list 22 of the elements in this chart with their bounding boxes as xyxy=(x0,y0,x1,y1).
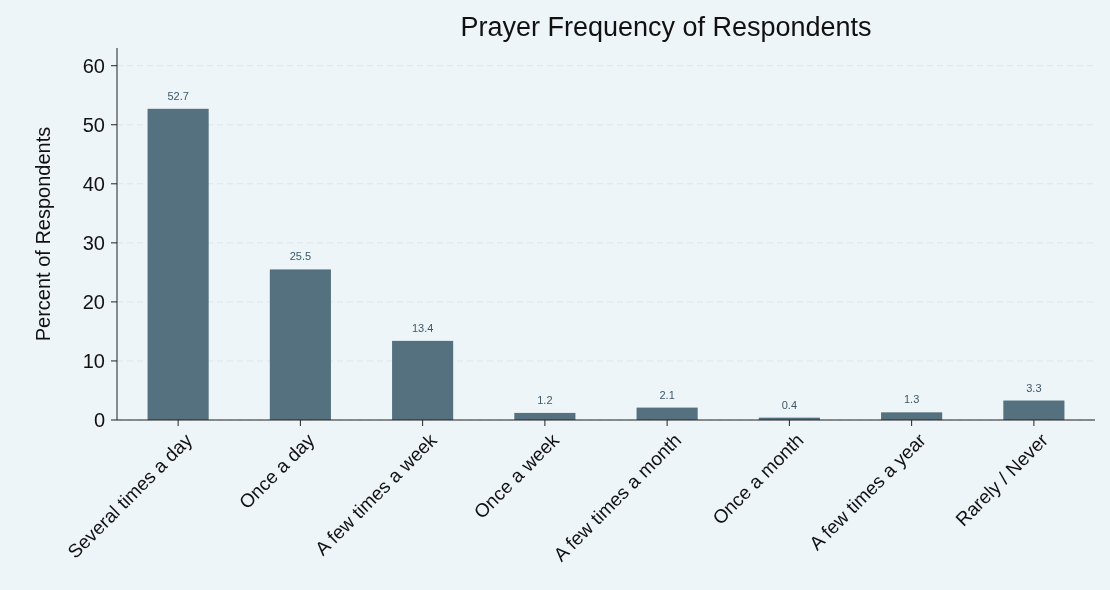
y-tick-label: 30 xyxy=(82,231,105,254)
data-label: 1.3 xyxy=(903,393,920,406)
bar xyxy=(392,340,454,420)
data-label: 0.4 xyxy=(781,398,798,411)
bar xyxy=(881,412,943,420)
y-axis-title: Percent of Respondents xyxy=(32,126,54,342)
data-label: 13.4 xyxy=(411,321,434,334)
data-label: 3.3 xyxy=(1026,381,1042,394)
data-label: 25.5 xyxy=(289,250,312,263)
y-tick-label: 50 xyxy=(82,113,105,136)
y-tick-label: 20 xyxy=(82,290,105,313)
data-label: 52.7 xyxy=(167,89,189,102)
bar xyxy=(269,269,331,420)
y-tick-label: 0 xyxy=(93,409,105,431)
y-tick-label: 40 xyxy=(82,172,105,195)
bar xyxy=(147,108,209,420)
y-tick-label: 60 xyxy=(82,54,105,77)
data-label: 2.1 xyxy=(659,388,675,401)
bar xyxy=(1003,400,1065,420)
y-tick-label: 10 xyxy=(82,349,105,372)
chart-title: Prayer Frequency of Respondents xyxy=(460,12,872,42)
data-label: 1.2 xyxy=(537,393,553,406)
